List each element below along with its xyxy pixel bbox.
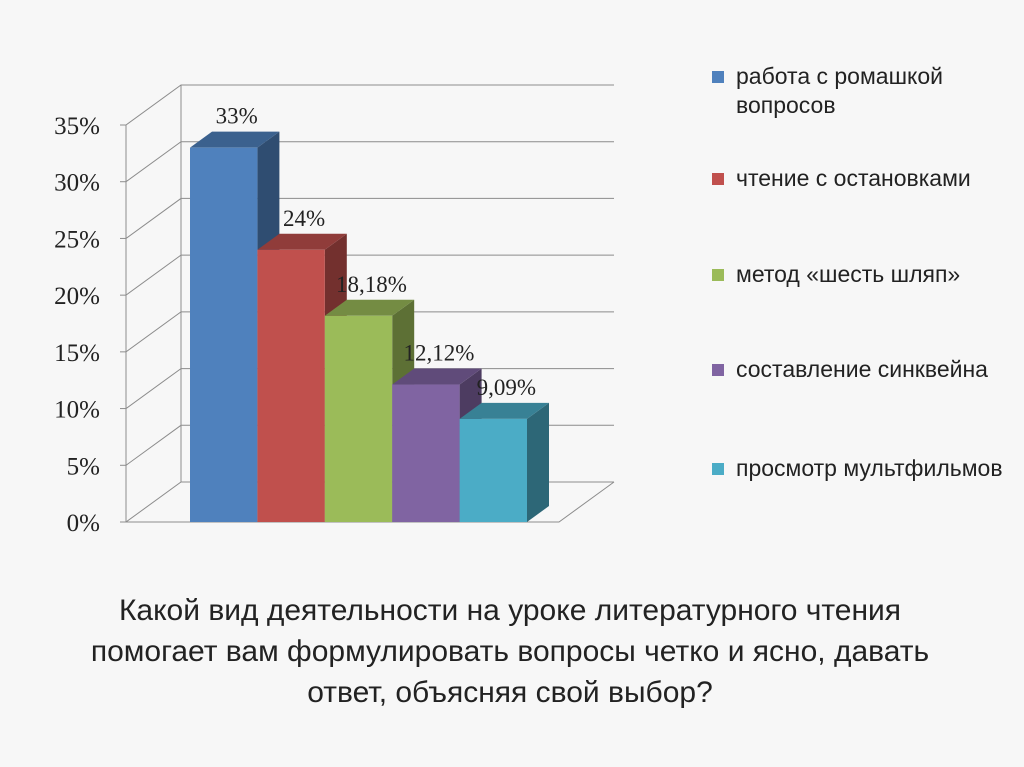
bar-side bbox=[527, 402, 549, 522]
legend-swatch bbox=[712, 269, 724, 281]
legend-item: работа с ромашкой вопросов bbox=[712, 62, 1012, 120]
legend-swatch bbox=[712, 71, 724, 83]
data-label: 9,09% bbox=[477, 375, 536, 400]
data-label: 33% bbox=[216, 104, 258, 129]
legend-item: метод «шесть шляп» bbox=[712, 260, 1012, 289]
bar bbox=[257, 249, 325, 522]
legend-item: составление синквейна bbox=[712, 355, 1012, 384]
y-tick-label: 5% bbox=[67, 453, 100, 480]
y-tick-label: 0% bbox=[67, 510, 100, 537]
y-tick-label: 35% bbox=[54, 113, 100, 140]
y-tick-label: 30% bbox=[54, 170, 100, 197]
bar-top bbox=[257, 233, 347, 250]
legend-label: метод «шесть шляп» bbox=[736, 261, 961, 287]
y-tick-label: 10% bbox=[54, 397, 100, 424]
legend-item: чтение с остановками bbox=[712, 164, 1012, 193]
legend-swatch bbox=[712, 463, 724, 475]
bar bbox=[190, 147, 258, 522]
gridline bbox=[125, 84, 614, 126]
data-label: 24% bbox=[283, 206, 325, 231]
bar-top bbox=[392, 368, 482, 385]
data-label: 18,18% bbox=[336, 272, 407, 297]
y-tick-label: 15% bbox=[54, 340, 100, 367]
legend-label: просмотр мультфильмов bbox=[736, 455, 1003, 481]
legend-label: составление синквейна bbox=[736, 356, 988, 382]
data-label: 12,12% bbox=[403, 341, 474, 366]
legend-swatch bbox=[712, 173, 724, 185]
legend-label: работа с ромашкой вопросов bbox=[736, 63, 943, 118]
bar bbox=[459, 418, 527, 522]
bar-top bbox=[190, 131, 280, 148]
bar bbox=[392, 384, 460, 522]
slide-caption: Какой вид деятельности на уроке литерату… bbox=[90, 594, 930, 709]
legend-label: чтение с остановками bbox=[736, 165, 971, 191]
legend-swatch bbox=[712, 364, 724, 376]
legend-item: просмотр мультфильмов bbox=[712, 454, 1012, 483]
y-tick-label: 20% bbox=[54, 283, 100, 310]
bar bbox=[324, 315, 393, 522]
bar-top bbox=[459, 402, 549, 419]
y-tick-label: 25% bbox=[54, 226, 100, 253]
bar-top bbox=[324, 299, 415, 316]
